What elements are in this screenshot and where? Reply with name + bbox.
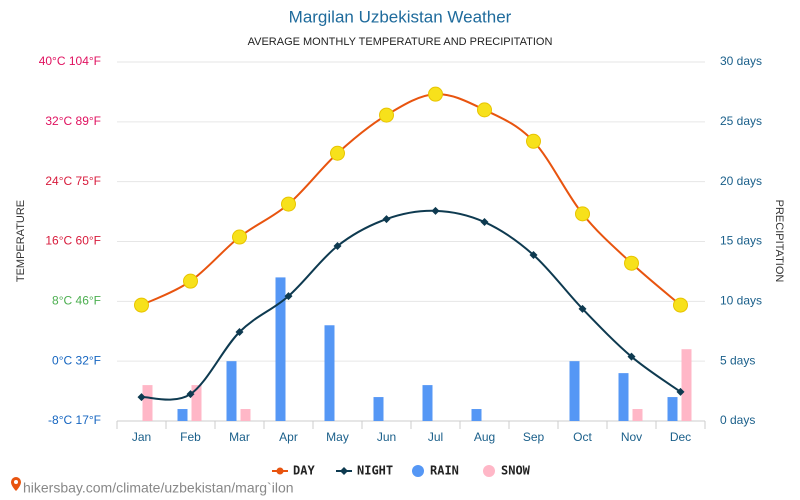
point <box>235 327 244 336</box>
x-tick-label: Apr <box>279 430 298 444</box>
weather-icon <box>673 297 688 313</box>
y2-tick-label: 5 days <box>720 353 755 367</box>
source-pin <box>11 477 21 491</box>
x-tick-label: Jan <box>132 430 151 444</box>
point <box>137 393 146 402</box>
legend-marker <box>276 467 284 475</box>
y-tick-label: -8°C 17°F <box>48 413 101 427</box>
x-tick-label: Jun <box>377 430 396 444</box>
legend-label: SNOW <box>501 464 531 478</box>
point <box>676 387 685 396</box>
legend-marker <box>412 465 424 477</box>
bar <box>569 361 580 421</box>
y2-tick-label: 20 days <box>720 174 762 188</box>
bar <box>681 349 692 421</box>
point <box>480 218 489 227</box>
line <box>141 93 682 306</box>
y-tick-label: 16°C 60°F <box>45 234 101 248</box>
bar <box>177 409 188 421</box>
x-tick-label: May <box>326 430 349 444</box>
bar <box>632 409 643 421</box>
bar <box>275 277 286 421</box>
weather-icon <box>575 206 590 222</box>
y2-axis-label: PRECIPITATION <box>773 200 785 283</box>
y2-tick-label: 0 days <box>720 413 755 427</box>
bar <box>471 409 482 421</box>
point <box>382 215 391 224</box>
point <box>431 206 440 215</box>
x-tick-label: Sep <box>523 430 545 444</box>
legend-label: RAIN <box>430 464 459 478</box>
weather-icon <box>134 297 149 313</box>
bar <box>324 325 335 421</box>
point <box>627 352 636 361</box>
bar <box>240 409 251 421</box>
weather-icon <box>477 102 492 118</box>
x-tick-label: Aug <box>474 430 495 444</box>
y2-tick-label: 15 days <box>720 234 762 248</box>
point <box>333 241 342 250</box>
y-tick-label: 40°C 104°F <box>39 54 101 68</box>
y-tick-label: 32°C 89°F <box>45 114 101 128</box>
point <box>284 292 293 301</box>
legend-marker <box>483 465 495 477</box>
x-tick-label: Dec <box>670 430 691 444</box>
legend-label: NIGHT <box>357 464 393 478</box>
chart-subtitle: AVERAGE MONTHLY TEMPERATURE AND PRECIPIT… <box>248 36 553 48</box>
legend-label: DAY <box>293 464 315 478</box>
line <box>141 209 682 401</box>
bar <box>191 385 202 421</box>
chart-title: Margilan Uzbekistan Weather <box>289 7 512 26</box>
weather-icon <box>330 145 345 161</box>
point <box>578 304 587 313</box>
bar <box>667 397 678 421</box>
y-tick-label: 0°C 32°F <box>52 353 101 367</box>
weather-icon <box>428 86 443 102</box>
bar <box>618 373 629 421</box>
legend-marker <box>340 467 348 475</box>
weather-icon <box>624 255 639 271</box>
weather-icon <box>526 133 541 149</box>
weather-icon <box>379 107 394 123</box>
weather-icon <box>183 273 198 289</box>
x-tick-label: Feb <box>180 430 201 444</box>
y2-tick-label: 25 days <box>720 114 762 128</box>
y2-tick-label: 10 days <box>720 294 762 308</box>
bar <box>226 361 237 421</box>
source[interactable]: hikersbay.com/climate/uzbekistan/marg`il… <box>23 480 294 496</box>
x-tick-label: Oct <box>573 430 592 444</box>
bar <box>422 385 433 421</box>
y-tick-label: 24°C 75°F <box>45 174 101 188</box>
point <box>186 390 195 399</box>
y-axis-label: TEMPERATURE <box>15 200 27 282</box>
x-tick-label: Mar <box>229 430 250 444</box>
x-tick-label: Nov <box>621 430 642 444</box>
weather-icon <box>281 196 296 212</box>
weather-icon <box>232 229 247 245</box>
y2-tick-label: 30 days <box>720 54 762 68</box>
bar <box>142 385 153 421</box>
x-tick-label: Jul <box>428 430 443 444</box>
y-tick-label: 8°C 46°F <box>52 294 101 308</box>
point <box>529 250 538 259</box>
bar <box>373 397 384 421</box>
